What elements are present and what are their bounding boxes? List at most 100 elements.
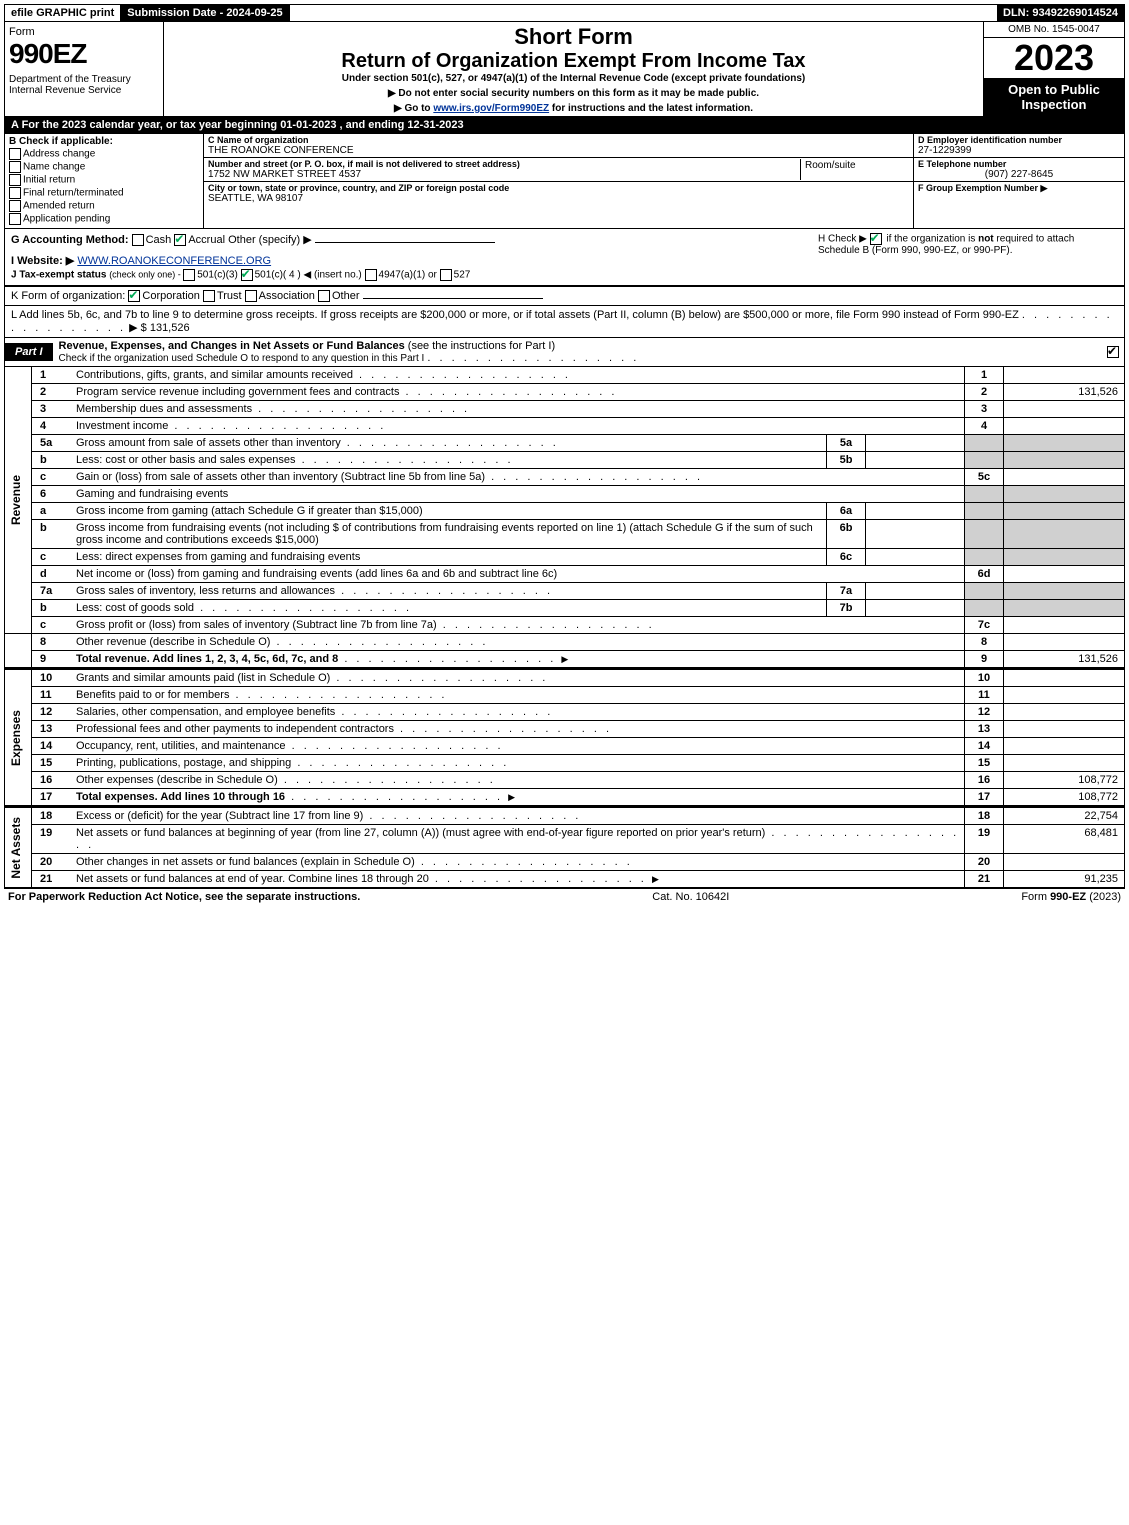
header-center: Short Form Return of Organization Exempt… <box>164 22 983 116</box>
line-19-value: 68,481 <box>1004 825 1125 854</box>
top-bar: efile GRAPHIC print Submission Date - 20… <box>4 4 1125 22</box>
line-14-value <box>1004 738 1125 755</box>
cb-4947[interactable] <box>365 269 377 281</box>
under-section: Under section 501(c), 527, or 4947(a)(1)… <box>170 73 977 84</box>
return-title: Return of Organization Exempt From Incom… <box>170 50 977 73</box>
cb-trust[interactable] <box>203 290 215 302</box>
cb-other-org[interactable] <box>318 290 330 302</box>
lines-table: Revenue 1 Contributions, gifts, grants, … <box>4 367 1125 888</box>
section-d: D Employer identification number 27-1229… <box>913 134 1124 228</box>
cb-application-pending[interactable]: Application pending <box>9 213 199 225</box>
irs-link[interactable]: www.irs.gov/Form990EZ <box>433 103 549 114</box>
row-g-to-j: G Accounting Method: Cash Accrual Other … <box>4 229 1125 286</box>
short-form-title: Short Form <box>170 24 977 50</box>
row-h: H Check ▶ if the organization is not req… <box>810 233 1118 281</box>
city-label: City or town, state or province, country… <box>208 183 909 193</box>
line-7a-value <box>866 583 965 600</box>
line-21-value: 91,235 <box>1004 871 1125 888</box>
line-6a-value <box>866 503 965 520</box>
part-1-title: Revenue, Expenses, and Changes in Net As… <box>53 338 1104 366</box>
line-1-value <box>1004 367 1125 384</box>
row-i: I Website: ▶ WWW.ROANOKECONFERENCE.ORG <box>11 254 810 267</box>
gross-receipts-amount: $ 131,526 <box>141 322 190 334</box>
line-5a-value <box>866 435 965 452</box>
cb-501c[interactable] <box>241 269 253 281</box>
line-7b-value <box>866 600 965 617</box>
line-9-value: 131,526 <box>1004 651 1125 669</box>
line-8-value <box>1004 634 1125 651</box>
line-5b-value <box>866 452 965 469</box>
line-15-value <box>1004 755 1125 772</box>
goto-instructions: ▶ Go to www.irs.gov/Form990EZ for instru… <box>170 103 977 114</box>
row-g: G Accounting Method: Cash Accrual Other … <box>11 233 810 246</box>
cb-schedule-o[interactable] <box>1107 346 1119 358</box>
line-2-value: 131,526 <box>1004 384 1125 401</box>
revenue-side-label: Revenue <box>9 475 23 525</box>
room-suite-label: Room/suite <box>800 159 909 180</box>
omb-number: OMB No. 1545-0047 <box>984 22 1124 38</box>
cb-address-change[interactable]: Address change <box>9 148 199 160</box>
street-label: Number and street (or P. O. box, if mail… <box>208 159 800 169</box>
line-5c-value <box>1004 469 1125 486</box>
open-to-public: Open to Public Inspection <box>984 78 1124 116</box>
cb-accrual[interactable] <box>174 234 186 246</box>
line-20-value <box>1004 854 1125 871</box>
city-value: SEATTLE, WA 98107 <box>208 193 909 204</box>
part-1-header: Part I Revenue, Expenses, and Changes in… <box>4 338 1125 367</box>
efile-label: efile GRAPHIC print <box>5 5 121 21</box>
section-c: C Name of organization THE ROANOKE CONFE… <box>204 134 913 228</box>
arrow-icon <box>559 653 570 665</box>
line-11-value <box>1004 687 1125 704</box>
line-10-value <box>1004 669 1125 687</box>
netassets-side-label: Net Assets <box>9 817 23 879</box>
line-6b-value <box>866 520 965 549</box>
line-7c-value <box>1004 617 1125 634</box>
cb-sched-b[interactable] <box>870 233 882 245</box>
org-name-label: C Name of organization <box>208 135 909 145</box>
cb-corporation[interactable] <box>128 290 140 302</box>
form-ref: Form 990-EZ (2023) <box>1021 891 1121 903</box>
tax-year: 2023 <box>984 38 1124 78</box>
dln-label: DLN: 93492269014524 <box>997 5 1124 21</box>
line-3-value <box>1004 401 1125 418</box>
line-17-value: 108,772 <box>1004 789 1125 807</box>
row-a-calendar: A For the 2023 calendar year, or tax yea… <box>4 117 1125 134</box>
section-b-label: B Check if applicable: <box>9 136 199 147</box>
cat-number: Cat. No. 10642I <box>360 891 1021 903</box>
part-1-tag: Part I <box>5 343 53 361</box>
website-link[interactable]: WWW.ROANOKECONFERENCE.ORG <box>77 255 271 267</box>
form-word: Form <box>9 26 159 38</box>
department-label: Department of the Treasury Internal Reve… <box>9 74 159 96</box>
tel-label: E Telephone number <box>918 159 1120 169</box>
line-4-value <box>1004 418 1125 435</box>
cb-name-change[interactable]: Name change <box>9 161 199 173</box>
goto-pre: ▶ Go to <box>394 103 433 114</box>
goto-post: for instructions and the latest informat… <box>552 103 753 114</box>
cb-527[interactable] <box>440 269 452 281</box>
arrow-icon <box>506 791 517 803</box>
org-info-block: B Check if applicable: Address change Na… <box>4 134 1125 229</box>
cb-cash[interactable] <box>132 234 144 246</box>
line-13-value <box>1004 721 1125 738</box>
cb-amended-return[interactable]: Amended return <box>9 200 199 212</box>
submission-date: Submission Date - 2024-09-25 <box>121 5 289 21</box>
form-header: Form 990EZ Department of the Treasury In… <box>4 22 1125 117</box>
cb-association[interactable] <box>245 290 257 302</box>
row-k: K Form of organization: Corporation Trus… <box>4 286 1125 305</box>
cb-501c3[interactable] <box>183 269 195 281</box>
cb-final-return[interactable]: Final return/terminated <box>9 187 199 199</box>
line-18-value: 22,754 <box>1004 807 1125 825</box>
cb-initial-return[interactable]: Initial return <box>9 174 199 186</box>
row-j: J Tax-exempt status (check only one) - 5… <box>11 269 810 281</box>
ein-value: 27-1229399 <box>918 145 1120 156</box>
ssn-warning: ▶ Do not enter social security numbers o… <box>170 88 977 99</box>
section-b: B Check if applicable: Address change Na… <box>5 134 204 228</box>
arrow-icon <box>650 873 661 885</box>
header-left: Form 990EZ Department of the Treasury In… <box>5 22 164 116</box>
org-name: THE ROANOKE CONFERENCE <box>208 145 909 156</box>
line-6d-value <box>1004 566 1125 583</box>
form-number: 990EZ <box>9 38 159 70</box>
header-right: OMB No. 1545-0047 2023 Open to Public In… <box>983 22 1124 116</box>
ein-label: D Employer identification number <box>918 135 1120 145</box>
line-12-value <box>1004 704 1125 721</box>
